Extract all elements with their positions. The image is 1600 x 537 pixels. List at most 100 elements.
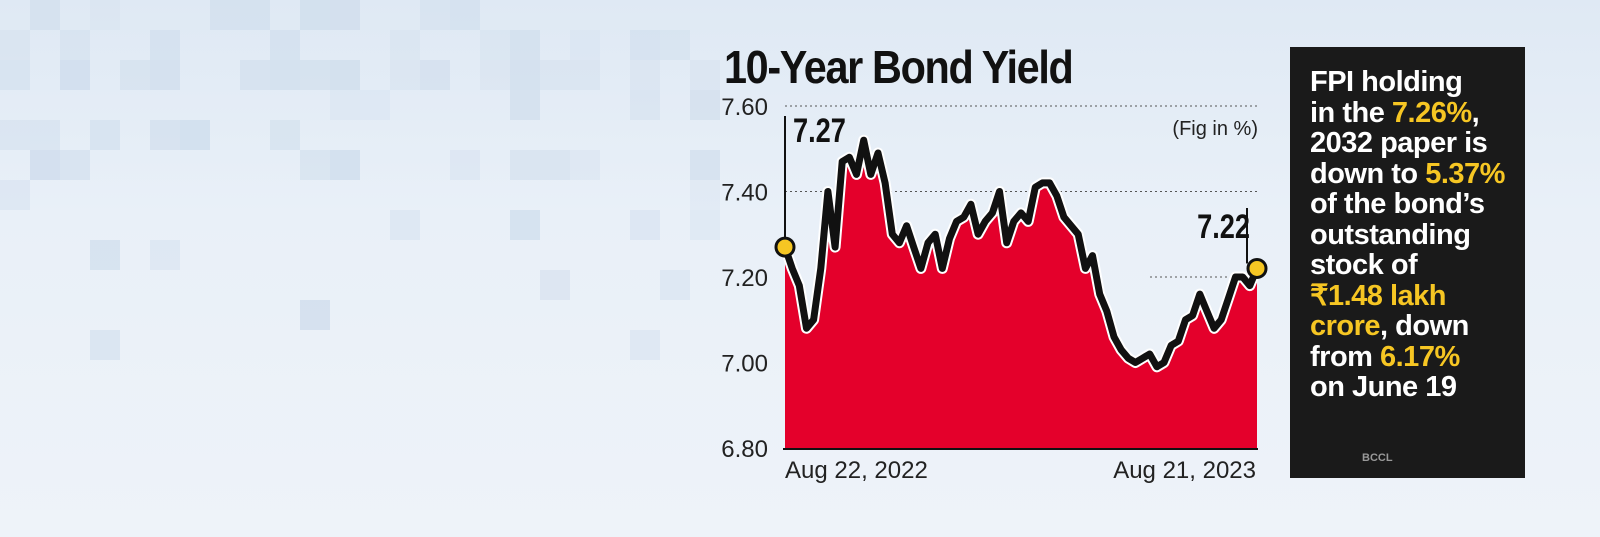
mosaic-tile [210,0,240,30]
highlight: 6.17% [1380,340,1460,373]
callout-line: FPI holding [1310,66,1463,98]
mosaic-tile [450,0,480,30]
mosaic-tile [180,120,210,150]
yield-area [785,140,1257,448]
mosaic-tile [30,0,60,30]
mosaic-tile [150,120,180,150]
mosaic-tile [570,30,600,60]
y-tick-label: 6.80 [721,436,768,463]
mosaic-tile [0,60,30,90]
text: , down [1380,310,1469,342]
x-tick-start: Aug 22, 2022 [785,457,928,484]
mosaic-tile [30,150,60,180]
start-value-label: 7.27 [793,111,846,150]
yield-line [781,136,1261,371]
y-tick-label: 7.40 [721,180,768,207]
mosaic-tile [630,210,660,240]
mosaic-tile [90,0,120,30]
mosaic-tile [300,0,330,30]
mosaic-tile [450,150,480,180]
mosaic-tile [510,60,540,90]
callout-line: 2032 paper is [1310,127,1488,159]
text: down to [1310,157,1426,190]
mosaic-tile [150,120,180,150]
mosaic-tile [510,90,540,120]
mosaic-tile [30,0,60,30]
mosaic-tile [630,60,660,90]
mosaic-tile [300,300,330,330]
mosaic-tile [210,0,240,30]
mosaic-tile [510,210,540,240]
callout-line: ₹1.48 lakh [1310,279,1446,312]
mosaic-tile [630,90,660,120]
end-point-marker [1246,257,1268,279]
mosaic-tile [510,30,540,60]
mosaic-tile [570,150,600,180]
end-value-label: 7.22 [1197,207,1250,246]
mosaic-tile [120,60,150,90]
mosaic-tile [270,60,300,90]
mosaic-tile [540,60,570,90]
chart-title: 10-Year Bond Yield [724,41,1074,93]
mosaic-tile [150,240,180,270]
mosaic-tile [330,90,360,120]
watermark: BCCL [1362,452,1393,464]
mosaic-tile [570,60,600,90]
mosaic-tile [330,150,360,180]
callout-line: crore, down [1310,311,1525,342]
mosaic-tile [420,0,450,30]
mosaic-tile [0,120,30,150]
mosaic-tile [690,150,720,180]
mosaic-tile [330,60,360,90]
mosaic-tile [690,90,720,120]
mosaic-tile [90,330,120,360]
mosaic-tile [0,30,30,60]
mosaic-tile [480,30,510,60]
mosaic-tile [240,0,270,30]
unit-note: (Fig in %) [1172,118,1258,140]
mosaic-tile [390,30,420,60]
mosaic-tile [150,30,180,60]
mosaic-tile [60,60,90,90]
highlight: 5.37% [1425,157,1505,190]
callout-line: stock of [1310,249,1418,281]
callout-line: of the bond’s [1310,188,1485,220]
mosaic-tile [60,30,90,60]
mosaic-tile [30,120,60,150]
mosaic-tile [660,270,690,300]
mosaic-tile [480,60,510,90]
mosaic-tile [300,60,330,90]
callout-line: in the 7.26%, [1310,96,1525,129]
mosaic-tile [300,150,330,180]
mosaic-tile [60,150,90,180]
mosaic-tile [60,60,90,90]
bond-yield-chart: 7.60 7.40 7.20 7.00 6.80 7.27 7.22 (Fig in %… [721,94,1268,484]
mosaic-tile [270,30,300,60]
start-point-marker [774,236,796,258]
mosaic-tile [390,60,420,90]
mosaic-tile [390,210,420,240]
mosaic-tile [690,210,720,240]
text: in the [1310,96,1392,129]
mosaic-tile [270,120,300,150]
mosaic-tile [510,150,540,180]
mosaic-tile [450,0,480,30]
highlight: 7.26% [1391,96,1472,129]
x-tick-end: Aug 21, 2023 [1113,457,1256,484]
mosaic-tile [360,90,390,120]
mosaic-tile [540,150,570,180]
y-tick-label: 7.00 [721,351,768,378]
y-tick-label: 7.60 [721,94,768,121]
mosaic-tile [330,0,360,30]
mosaic-tile [660,30,690,60]
mosaic-tile [180,120,210,150]
callout-line: down to 5.37% [1310,157,1525,190]
mosaic-tile [0,180,30,210]
callout-line: on June 19 [1310,371,1457,403]
callout-line: outstanding [1310,218,1471,251]
text: , [1471,96,1480,129]
text: from [1310,340,1380,373]
mosaic-tile [510,90,540,120]
mosaic-tile [690,180,720,210]
callout-line: from 6.17% [1310,340,1525,373]
